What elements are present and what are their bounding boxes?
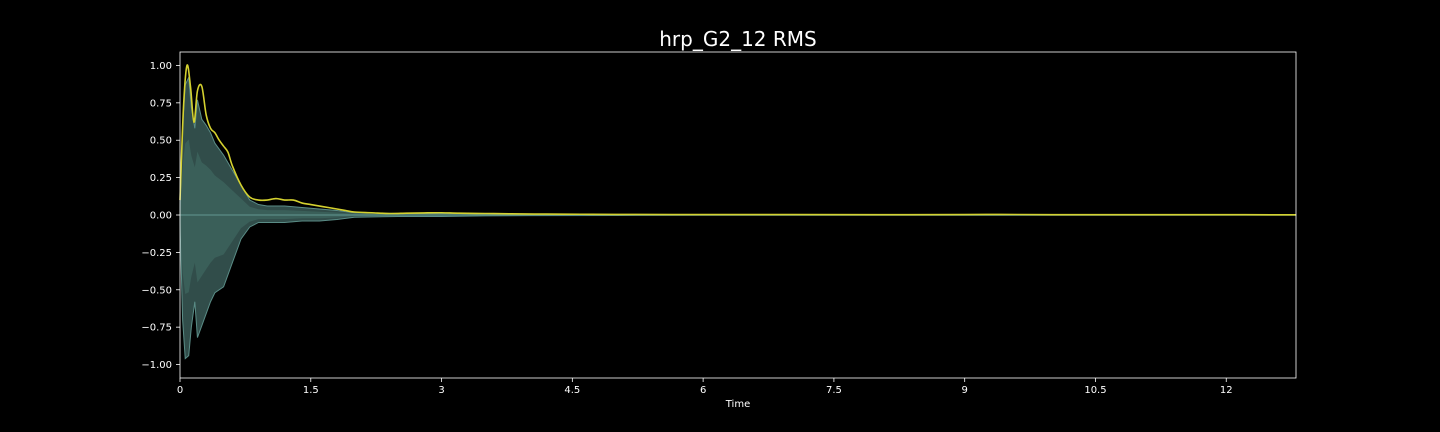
rms-line (179, 64, 1297, 216)
x-tick-label: 6 (700, 385, 706, 396)
y-tick-label: 0.50 (150, 136, 172, 147)
y-tick-label: 0.75 (150, 98, 172, 109)
x-tick-label: 0 (177, 385, 183, 396)
rms-layer (179, 64, 1297, 216)
x-tick-label: 7.5 (826, 385, 842, 396)
y-tick-label: 1.00 (150, 61, 172, 72)
y-tick-label: −0.50 (141, 285, 172, 296)
y-tick-label: 0.25 (150, 173, 172, 184)
x-tick-label: 3 (438, 385, 444, 396)
chart-title: hrp_G2_12 RMS (659, 27, 816, 51)
y-tick-label: −1.00 (141, 360, 172, 371)
y-tick-label: −0.75 (141, 323, 172, 334)
y-axis: 1.00 0.75 0.50 0.25 0.00 −0.25 −0.50 −0.75 −1.00 (141, 61, 180, 371)
x-tick-label: 9 (962, 385, 968, 396)
x-tick-label: 12 (1220, 385, 1233, 396)
x-tick-label: 10.5 (1084, 385, 1106, 396)
x-tick-label: 4.5 (564, 385, 580, 396)
x-axis-label: Time (725, 399, 750, 410)
y-tick-label: 0.00 (150, 211, 172, 222)
x-axis: 0 1.5 3 4.5 6 7.5 9 10.5 12 (177, 378, 1233, 396)
y-tick-label: −0.25 (141, 248, 172, 259)
x-tick-label: 1.5 (303, 385, 319, 396)
